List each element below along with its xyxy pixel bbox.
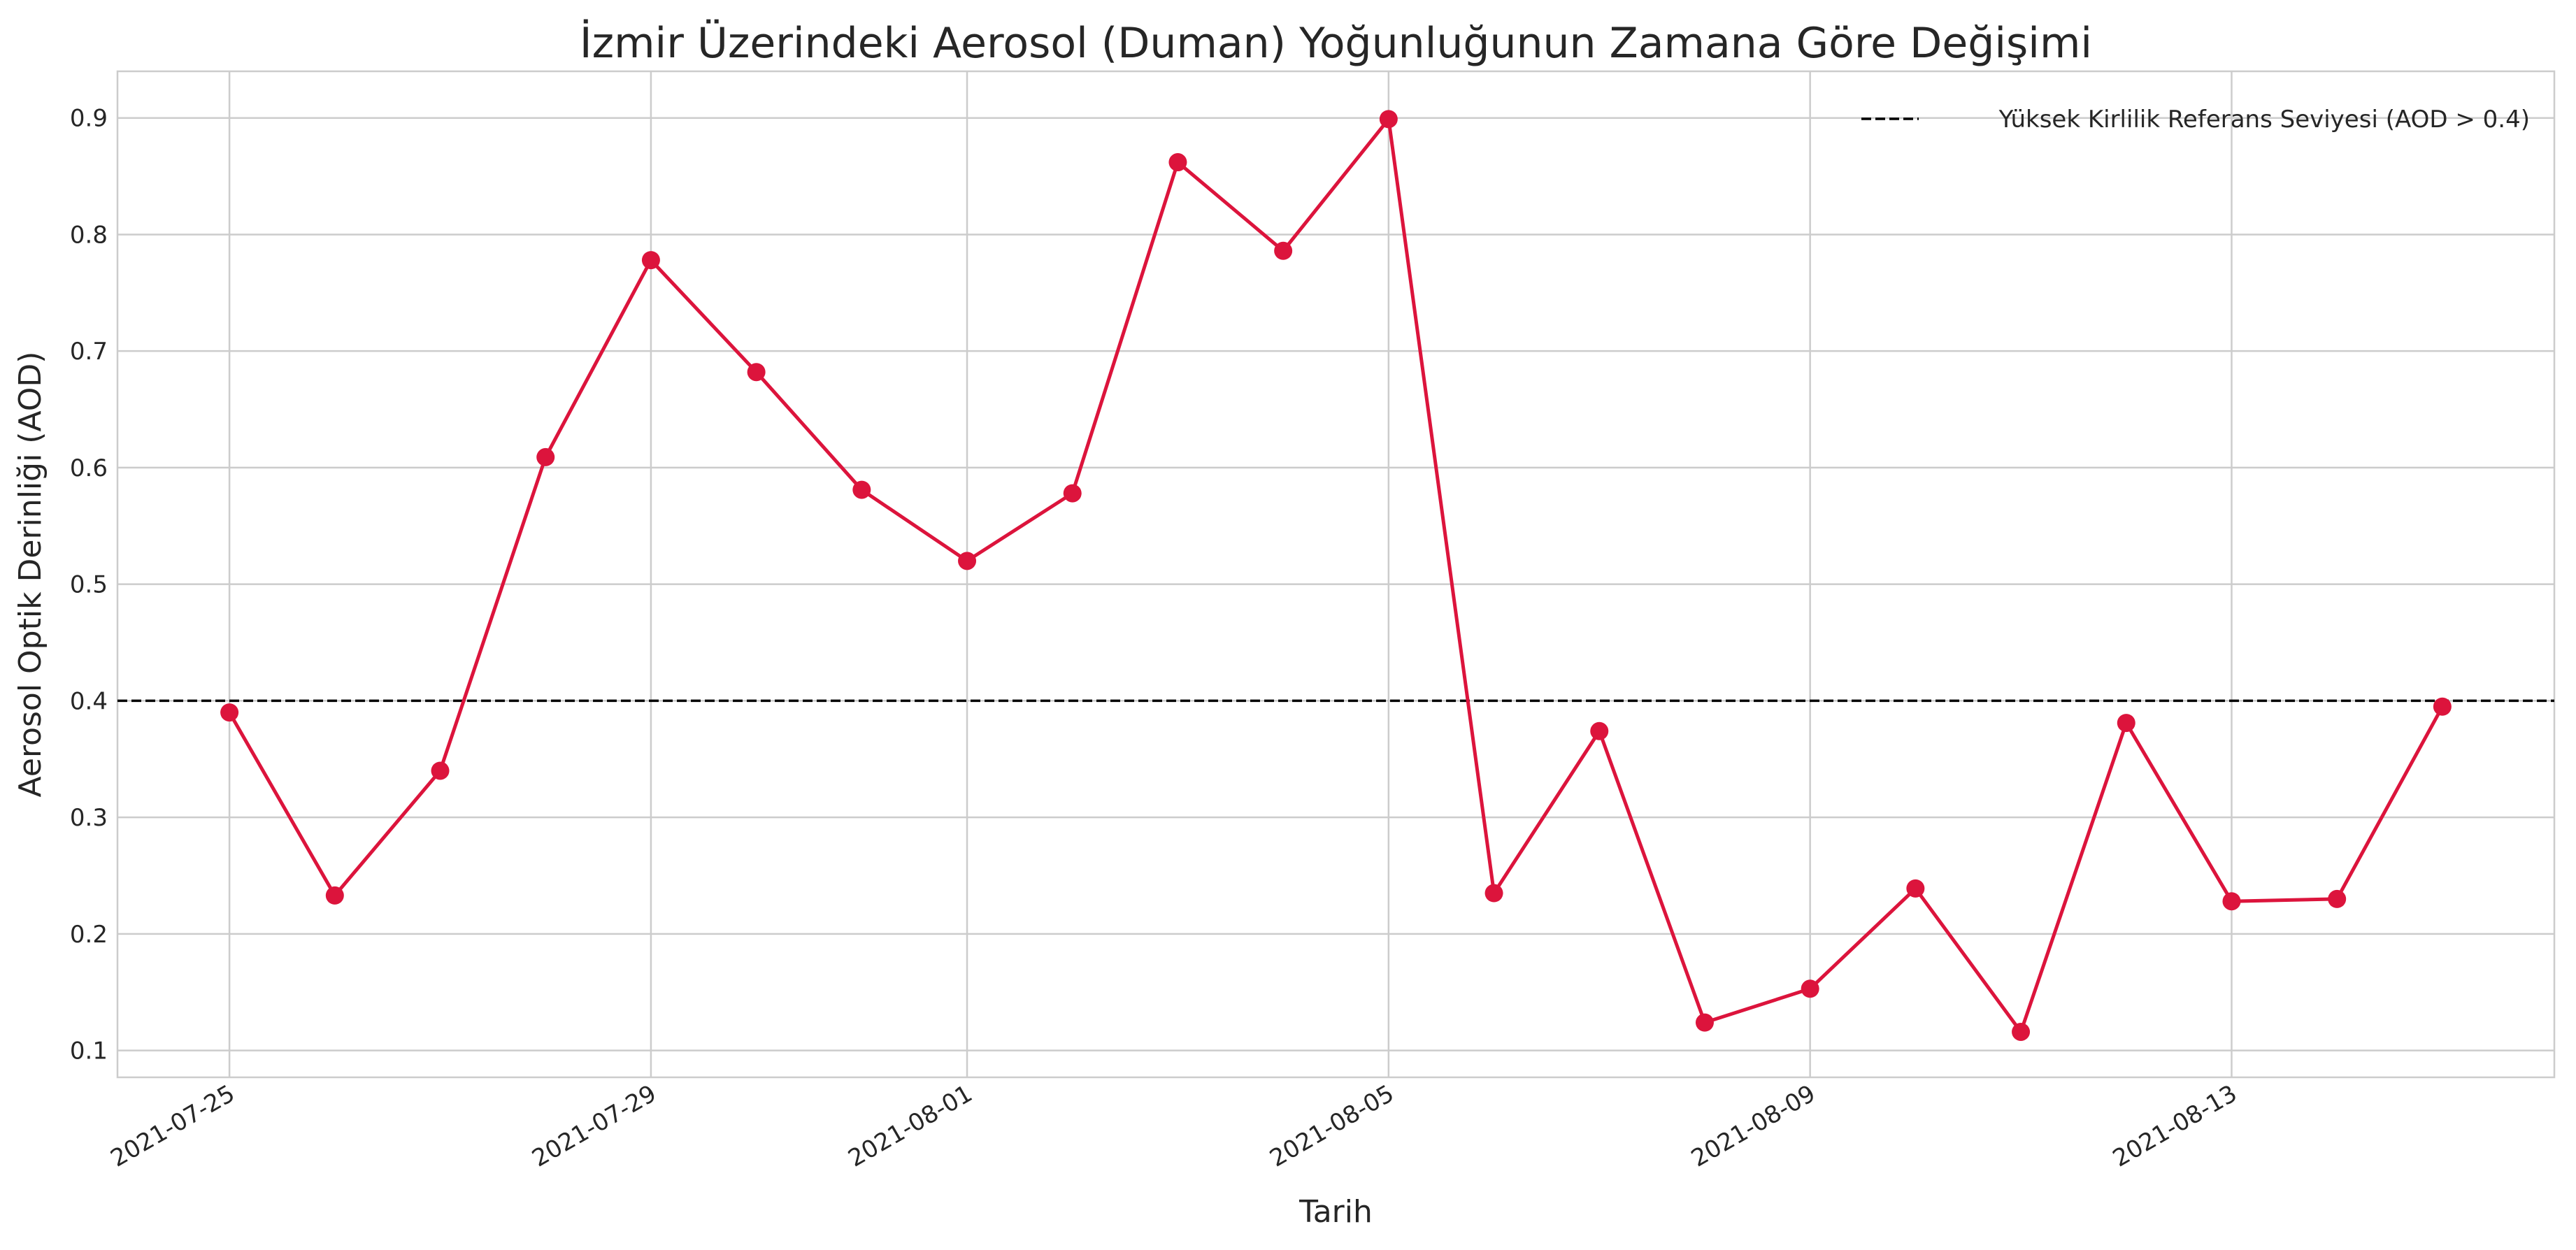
- y-tick-label: 0.7: [70, 338, 108, 366]
- data-point: [536, 447, 555, 466]
- data-point: [1168, 153, 1187, 172]
- data-point: [852, 480, 871, 499]
- chart-title: İzmir Üzerindeki Aerosol (Duman) Yoğunlu…: [580, 18, 2092, 68]
- data-point: [958, 552, 977, 570]
- data-point: [2328, 889, 2347, 908]
- y-tick-label: 0.4: [70, 687, 108, 715]
- data-point: [1379, 110, 1398, 129]
- axes-background: [117, 71, 2554, 1077]
- data-point: [1484, 884, 1503, 903]
- data-point: [2117, 714, 2135, 733]
- y-tick-label: 0.6: [70, 454, 108, 482]
- data-point: [431, 761, 450, 780]
- data-point: [325, 886, 344, 905]
- data-point: [2222, 892, 2241, 911]
- data-point: [2012, 1022, 2031, 1041]
- y-tick-label: 0.8: [70, 221, 108, 249]
- y-tick-label: 0.9: [70, 105, 108, 133]
- data-point: [1274, 241, 1293, 260]
- data-point: [1695, 1013, 1714, 1032]
- legend-label: Yüksek Kirlilik Referans Seviyesi (AOD >…: [1998, 106, 2530, 134]
- y-tick-label: 0.2: [70, 921, 108, 949]
- axes-frame: [116, 70, 2556, 1079]
- y-axis-label: Aerosol Optik Derinliği (AOD): [13, 352, 48, 798]
- data-point: [1063, 484, 1082, 503]
- y-tick-label: 0.1: [70, 1037, 108, 1065]
- data-point: [220, 703, 239, 722]
- y-tick-label: 0.3: [70, 804, 108, 832]
- data-point: [1906, 879, 1925, 898]
- y-tick-label: 0.5: [70, 571, 108, 599]
- x-axis-label: Tarih: [1298, 1194, 1373, 1230]
- data-point: [1801, 979, 1819, 998]
- data-point: [747, 363, 766, 382]
- data-point: [1590, 721, 1609, 740]
- series-line: [227, 117, 2445, 1034]
- data-point: [641, 251, 660, 270]
- data-point: [2433, 697, 2452, 716]
